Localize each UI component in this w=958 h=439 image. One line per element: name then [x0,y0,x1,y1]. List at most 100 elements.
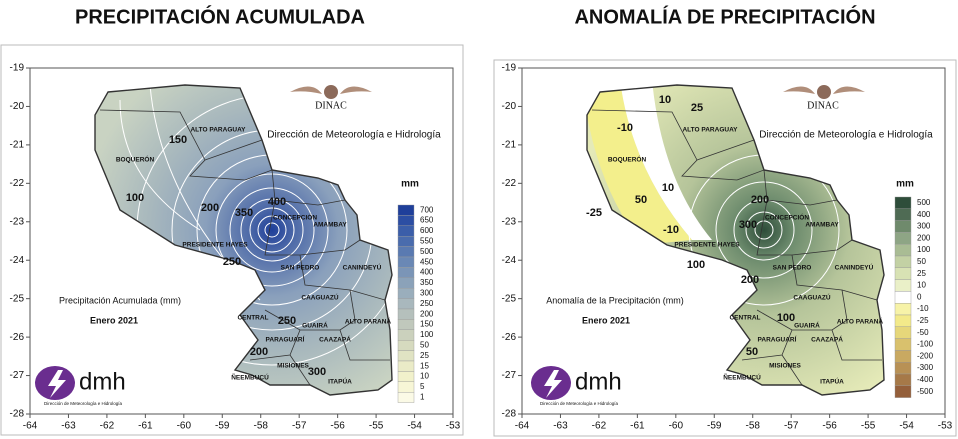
y-tick-label: -27 [10,370,25,381]
contour-label: 200 [250,346,268,358]
legend-label: 500 [420,247,434,256]
department-label: ÑEEMBUCÚ [231,373,269,382]
legend-label: 25 [917,269,926,278]
department-label: CAAZAPÁ [811,335,843,344]
y-tick-label: -20 [10,101,25,112]
legend-label: 200 [420,309,434,318]
contour-label: 300 [739,219,757,231]
x-tick-label: -64 [23,421,38,432]
x-tick-label: -60 [669,421,684,432]
department-label: AMAMBAY [805,222,839,229]
legend-label: -400 [917,375,934,384]
x-tick-label: -61 [138,421,153,432]
legend-label: -300 [917,363,934,372]
y-tick-label: -28 [502,409,517,420]
legend-label: -10 [917,304,929,313]
legend-swatch [397,267,415,278]
contour-label: 400 [268,196,286,208]
legend-label: 100 [917,245,931,254]
x-tick-label: -53 [938,421,953,432]
x-tick-label: -58 [746,421,761,432]
y-tick-label: -21 [502,140,517,151]
y-tick-label: -21 [10,140,25,151]
dmh-logo-icon [531,366,571,400]
x-tick-label: -62 [592,421,607,432]
department-label: BOQUERÓN [608,155,647,164]
brand-subtitle: Dirección de Meteorología e Hidrología [44,401,123,406]
y-tick-label: -25 [502,293,517,304]
legend-swatch [894,243,912,257]
legend-swatch [397,371,415,382]
legend-swatch [397,235,415,247]
legend-swatch [894,362,912,375]
contour-label: 250 [223,256,241,268]
caption: Precipitación Acumulada (mm) [59,295,181,305]
panel: PRECIPITACIÓN ACUMULADA -19 -20 -21 -22 -23 -2… [10,4,461,431]
legend-swatch [397,392,415,403]
legend-swatch [397,277,415,289]
legend-label: -25 [917,316,929,325]
department-label: SAN PEDRO [281,265,320,272]
x-tick-label: -61 [630,421,645,432]
legend-label: 50 [420,341,429,350]
contour-label: -10 [617,122,633,134]
legend-label: 5 [420,382,425,391]
period: Enero 2021 [90,315,138,325]
x-tick-label: -62 [100,421,115,432]
institution: Dirección de Meteorología e Hidrología [267,130,441,141]
legend-swatch [397,204,415,216]
legend-label: 200 [917,233,931,242]
contour-label: 300 [308,366,326,378]
contour-label: 50 [746,346,758,358]
legend-swatch [397,288,415,299]
legend-label: -200 [917,351,934,360]
legend-label: 1 [420,393,425,402]
legend-label: 500 [917,198,931,207]
legend-swatch [894,208,912,221]
legend-label: 450 [420,257,434,266]
department-label: CAAZAPÁ [319,335,351,344]
department-label: PRESIDENTE HAYES [182,242,248,249]
y-tick-label: -19 [502,63,517,74]
legend-label: 300 [420,289,434,298]
contour-label: -10 [663,224,679,236]
y-tick-label: -19 [10,63,25,74]
contour-label: 100 [777,312,795,324]
department-label: MISIONES [277,363,309,370]
x-tick-label: -60 [177,421,192,432]
legend-swatch [894,385,912,398]
dmh-logo-icon [35,366,75,400]
legend-label: 650 [420,216,434,225]
legend-swatch [894,314,912,328]
legend-swatch [894,196,912,210]
legend-swatch [397,215,415,226]
department-label: CONCEPCIÓN [765,213,809,222]
x-tick-label: -64 [515,421,530,432]
legend-unit: mm [896,179,914,190]
period: Enero 2021 [582,315,630,325]
department-label: CENTRAL [237,315,268,322]
department-label: CENTRAL [729,315,760,322]
contour-label: 350 [235,207,253,219]
legend-label: 700 [420,205,434,214]
legend-swatch [894,232,912,245]
department-label: PARAGUARÍ [266,335,305,344]
department-label: CAAGUAZÚ [301,293,338,302]
x-tick-label: -54 [407,421,422,432]
y-tick-label: -20 [502,101,517,112]
contour-label: 100 [687,259,705,271]
legend-label: 25 [420,351,429,360]
brand: dmh [575,368,622,395]
legend-swatch [397,298,415,310]
legend-swatch [894,279,912,292]
contour-label: 150 [169,134,187,146]
y-tick-label: -27 [502,370,517,381]
brand: dmh [79,368,126,395]
caption: Anomalía de la Precipitación (mm) [546,295,684,305]
legend-swatch [894,373,912,387]
x-tick-label: -59 [215,421,230,432]
y-tick-label: -24 [502,255,517,266]
legend-label: -100 [917,340,934,349]
y-tick-label: -26 [10,332,25,343]
